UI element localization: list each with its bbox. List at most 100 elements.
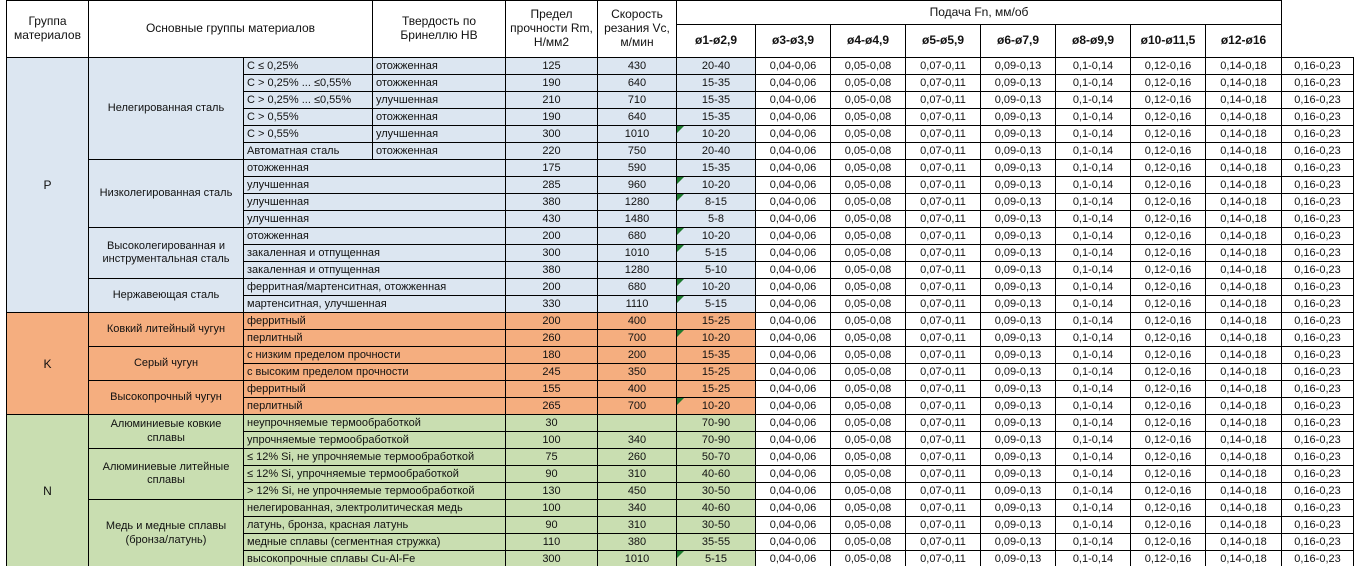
feed-cell[interactable]: 0,07-0,11	[905, 431, 981, 449]
material-cell[interactable]: > 12% Si, не упрочняемые термообработкой	[243, 482, 506, 500]
feed-cell[interactable]: 0,1-0,14	[1055, 57, 1131, 75]
feed-cell[interactable]: 0,04-0,06	[755, 346, 831, 364]
material-cell[interactable]: ферритная/мартенситная, отожженная	[243, 278, 506, 296]
feed-cell[interactable]: 0,05-0,08	[830, 329, 906, 347]
hb-cell[interactable]: 300	[505, 244, 598, 262]
feed-cell[interactable]: 0,14-0,18	[1205, 57, 1282, 75]
rm-cell[interactable]: 590	[597, 159, 677, 177]
feed-cell[interactable]: 0,04-0,06	[755, 380, 831, 398]
rm-cell[interactable]: 350	[597, 363, 677, 381]
hb-cell[interactable]: 190	[505, 74, 598, 92]
feed-cell[interactable]: 0,12-0,16	[1130, 465, 1206, 483]
feed-cell[interactable]: 0,09-0,13	[980, 91, 1056, 109]
feed-cell[interactable]: 0,07-0,11	[905, 244, 981, 262]
header-feed-diameter[interactable]: ø4-ø4,9	[830, 24, 906, 58]
feed-cell[interactable]: 0,16-0,23	[1281, 193, 1354, 211]
rm-cell[interactable]: 400	[597, 312, 677, 330]
material-cell[interactable]: С > 0,55%	[243, 108, 373, 126]
hb-cell[interactable]: 75	[505, 448, 598, 466]
feed-cell[interactable]: 0,14-0,18	[1205, 431, 1282, 449]
feed-cell[interactable]: 0,09-0,13	[980, 210, 1056, 228]
feed-cell[interactable]: 0,12-0,16	[1130, 142, 1206, 160]
hb-cell[interactable]: 300	[505, 550, 598, 568]
feed-cell[interactable]: 0,05-0,08	[830, 57, 906, 75]
feed-cell[interactable]: 0,09-0,13	[980, 278, 1056, 296]
vc-cell[interactable]: 15-25	[676, 363, 756, 381]
feed-cell[interactable]: 0,12-0,16	[1130, 329, 1206, 347]
feed-cell[interactable]: 0,1-0,14	[1055, 278, 1131, 296]
feed-cell[interactable]: 0,09-0,13	[980, 74, 1056, 92]
feed-cell[interactable]: 0,07-0,11	[905, 533, 981, 551]
feed-cell[interactable]: 0,07-0,11	[905, 159, 981, 177]
feed-cell[interactable]: 0,14-0,18	[1205, 176, 1282, 194]
hb-cell[interactable]: 430	[505, 210, 598, 228]
feed-cell[interactable]: 0,14-0,18	[1205, 74, 1282, 92]
rm-cell[interactable]: 680	[597, 227, 677, 245]
feed-cell[interactable]: 0,1-0,14	[1055, 465, 1131, 483]
hb-cell[interactable]: 190	[505, 108, 598, 126]
feed-cell[interactable]: 0,14-0,18	[1205, 210, 1282, 228]
group-cell[interactable]: P	[6, 57, 89, 313]
subgroup-cell[interactable]: Высоколегированная и инструментальная ст…	[88, 227, 244, 279]
feed-cell[interactable]: 0,09-0,13	[980, 346, 1056, 364]
feed-cell[interactable]: 0,14-0,18	[1205, 108, 1282, 126]
feed-cell[interactable]: 0,16-0,23	[1281, 159, 1354, 177]
rm-cell[interactable]: 1010	[597, 550, 677, 568]
feed-cell[interactable]: 0,12-0,16	[1130, 516, 1206, 534]
feed-cell[interactable]: 0,04-0,06	[755, 414, 831, 432]
vc-cell[interactable]: 70-90	[676, 431, 756, 449]
feed-cell[interactable]: 0,09-0,13	[980, 533, 1056, 551]
feed-cell[interactable]: 0,04-0,06	[755, 448, 831, 466]
feed-cell[interactable]: 0,09-0,13	[980, 482, 1056, 500]
feed-cell[interactable]: 0,04-0,06	[755, 431, 831, 449]
rm-cell[interactable]: 340	[597, 499, 677, 517]
feed-cell[interactable]: 0,1-0,14	[1055, 431, 1131, 449]
header-feed-diameter[interactable]: ø12-ø16	[1205, 24, 1282, 58]
header-feed-diameter[interactable]: ø1-ø2,9	[676, 24, 756, 58]
feed-cell[interactable]: 0,05-0,08	[830, 550, 906, 568]
feed-cell[interactable]: 0,16-0,23	[1281, 482, 1354, 500]
feed-cell[interactable]: 0,09-0,13	[980, 465, 1056, 483]
feed-cell[interactable]: 0,09-0,13	[980, 261, 1056, 279]
feed-cell[interactable]: 0,04-0,06	[755, 227, 831, 245]
feed-cell[interactable]: 0,05-0,08	[830, 227, 906, 245]
feed-cell[interactable]: 0,05-0,08	[830, 516, 906, 534]
feed-cell[interactable]: 0,1-0,14	[1055, 550, 1131, 568]
feed-cell[interactable]: 0,05-0,08	[830, 278, 906, 296]
feed-cell[interactable]: 0,05-0,08	[830, 193, 906, 211]
feed-cell[interactable]: 0,16-0,23	[1281, 448, 1354, 466]
feed-cell[interactable]: 0,14-0,18	[1205, 295, 1282, 313]
subgroup-cell[interactable]: Нелегированная сталь	[88, 57, 244, 160]
vc-cell[interactable]: 40-60	[676, 465, 756, 483]
feed-cell[interactable]: 0,07-0,11	[905, 346, 981, 364]
feed-cell[interactable]: 0,04-0,06	[755, 329, 831, 347]
vc-cell[interactable]: 10-20	[676, 125, 756, 143]
feed-cell[interactable]: 0,05-0,08	[830, 431, 906, 449]
hb-cell[interactable]: 125	[505, 57, 598, 75]
feed-cell[interactable]: 0,16-0,23	[1281, 346, 1354, 364]
feed-cell[interactable]: 0,07-0,11	[905, 57, 981, 75]
feed-cell[interactable]: 0,04-0,06	[755, 91, 831, 109]
feed-cell[interactable]: 0,1-0,14	[1055, 346, 1131, 364]
material-cell[interactable]: нелегированная, электролитическая медь	[243, 499, 506, 517]
feed-cell[interactable]: 0,16-0,23	[1281, 516, 1354, 534]
feed-cell[interactable]: 0,16-0,23	[1281, 108, 1354, 126]
hb-cell[interactable]: 330	[505, 295, 598, 313]
feed-cell[interactable]: 0,14-0,18	[1205, 482, 1282, 500]
feed-cell[interactable]: 0,1-0,14	[1055, 176, 1131, 194]
feed-cell[interactable]: 0,14-0,18	[1205, 448, 1282, 466]
feed-cell[interactable]: 0,04-0,06	[755, 261, 831, 279]
feed-cell[interactable]: 0,04-0,06	[755, 312, 831, 330]
feed-cell[interactable]: 0,04-0,06	[755, 295, 831, 313]
feed-cell[interactable]: 0,09-0,13	[980, 193, 1056, 211]
feed-cell[interactable]: 0,07-0,11	[905, 142, 981, 160]
feed-cell[interactable]: 0,1-0,14	[1055, 363, 1131, 381]
feed-cell[interactable]: 0,09-0,13	[980, 431, 1056, 449]
material-cell[interactable]: С > 0,25% ... ≤0,55%	[243, 74, 373, 92]
subgroup-cell[interactable]: Нержавеющая сталь	[88, 278, 244, 313]
feed-cell[interactable]: 0,1-0,14	[1055, 414, 1131, 432]
feed-cell[interactable]: 0,14-0,18	[1205, 363, 1282, 381]
feed-cell[interactable]: 0,05-0,08	[830, 91, 906, 109]
feed-cell[interactable]: 0,05-0,08	[830, 176, 906, 194]
vc-cell[interactable]: 15-35	[676, 91, 756, 109]
